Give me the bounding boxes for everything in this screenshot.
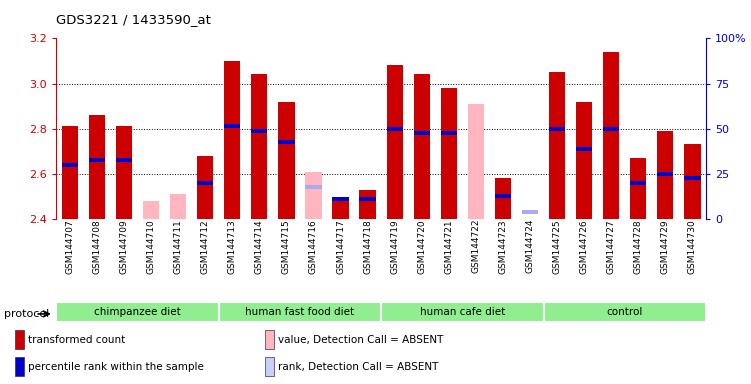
Text: GDS3221 / 1433590_at: GDS3221 / 1433590_at <box>56 13 211 26</box>
Bar <box>89 158 105 162</box>
Text: GSM144721: GSM144721 <box>445 219 454 273</box>
Bar <box>522 210 538 214</box>
Bar <box>441 88 457 219</box>
Bar <box>333 197 348 200</box>
Text: protocol: protocol <box>4 309 49 319</box>
Bar <box>495 178 511 219</box>
Bar <box>279 101 294 219</box>
Bar <box>62 126 78 219</box>
Text: GSM144707: GSM144707 <box>65 219 74 274</box>
Text: control: control <box>607 307 643 317</box>
Bar <box>630 181 647 185</box>
FancyBboxPatch shape <box>381 303 544 321</box>
Text: GSM144724: GSM144724 <box>526 219 535 273</box>
Bar <box>657 172 674 176</box>
Text: GSM144725: GSM144725 <box>553 219 562 273</box>
Bar <box>15 357 24 376</box>
Bar <box>170 194 186 219</box>
Bar <box>495 194 511 198</box>
Text: GSM144730: GSM144730 <box>688 219 697 274</box>
Bar <box>143 201 159 219</box>
Bar <box>360 197 376 200</box>
Text: human fast food diet: human fast food diet <box>246 307 354 317</box>
Text: GSM144726: GSM144726 <box>580 219 589 273</box>
Text: GSM144716: GSM144716 <box>309 219 318 274</box>
Bar <box>251 74 267 219</box>
Text: GSM144727: GSM144727 <box>607 219 616 273</box>
Text: transformed count: transformed count <box>28 335 125 345</box>
Text: GSM144723: GSM144723 <box>499 219 508 273</box>
Text: GSM144717: GSM144717 <box>336 219 345 274</box>
Bar <box>265 357 274 376</box>
Bar <box>387 127 403 131</box>
Bar <box>15 330 24 349</box>
Text: GSM144712: GSM144712 <box>201 219 210 273</box>
Text: GSM144720: GSM144720 <box>418 219 427 273</box>
Bar <box>224 124 240 128</box>
Bar <box>197 181 213 185</box>
Bar <box>197 156 213 219</box>
Bar <box>576 147 593 151</box>
Bar <box>549 72 566 219</box>
Bar <box>265 330 274 349</box>
FancyBboxPatch shape <box>56 303 219 321</box>
Bar <box>306 172 321 219</box>
Bar <box>603 52 620 219</box>
Text: chimpanzee diet: chimpanzee diet <box>94 307 181 317</box>
Text: GSM144709: GSM144709 <box>119 219 128 274</box>
Bar <box>576 101 593 219</box>
Bar <box>306 185 321 189</box>
Text: GSM144714: GSM144714 <box>255 219 264 273</box>
Text: value, Detection Call = ABSENT: value, Detection Call = ABSENT <box>279 335 444 345</box>
FancyBboxPatch shape <box>219 303 381 321</box>
Text: GSM144711: GSM144711 <box>173 219 182 274</box>
Bar <box>684 144 701 219</box>
Bar <box>251 129 267 133</box>
Text: GSM144713: GSM144713 <box>228 219 237 274</box>
Text: GSM144719: GSM144719 <box>391 219 400 274</box>
Bar <box>360 190 376 219</box>
Text: rank, Detection Call = ABSENT: rank, Detection Call = ABSENT <box>279 362 439 372</box>
Text: percentile rank within the sample: percentile rank within the sample <box>28 362 204 372</box>
Bar <box>116 158 132 162</box>
Bar <box>630 158 647 219</box>
Bar <box>62 163 78 167</box>
Bar <box>414 131 430 135</box>
Bar <box>603 127 620 131</box>
Bar <box>441 131 457 135</box>
Text: human cafe diet: human cafe diet <box>420 307 505 317</box>
Bar <box>224 61 240 219</box>
Bar <box>89 115 105 219</box>
Text: GSM144710: GSM144710 <box>146 219 155 274</box>
Bar <box>279 140 294 144</box>
Text: GSM144715: GSM144715 <box>282 219 291 274</box>
Bar <box>116 126 132 219</box>
Bar <box>333 199 348 219</box>
Bar <box>684 176 701 180</box>
Bar <box>387 65 403 219</box>
Text: GSM144722: GSM144722 <box>472 219 481 273</box>
Text: GSM144729: GSM144729 <box>661 219 670 273</box>
Bar <box>414 74 430 219</box>
Text: GSM144708: GSM144708 <box>92 219 101 274</box>
Text: GSM144728: GSM144728 <box>634 219 643 273</box>
Text: GSM144718: GSM144718 <box>363 219 372 274</box>
Bar <box>549 127 566 131</box>
FancyBboxPatch shape <box>544 303 706 321</box>
Bar <box>657 131 674 219</box>
Bar <box>468 104 484 219</box>
